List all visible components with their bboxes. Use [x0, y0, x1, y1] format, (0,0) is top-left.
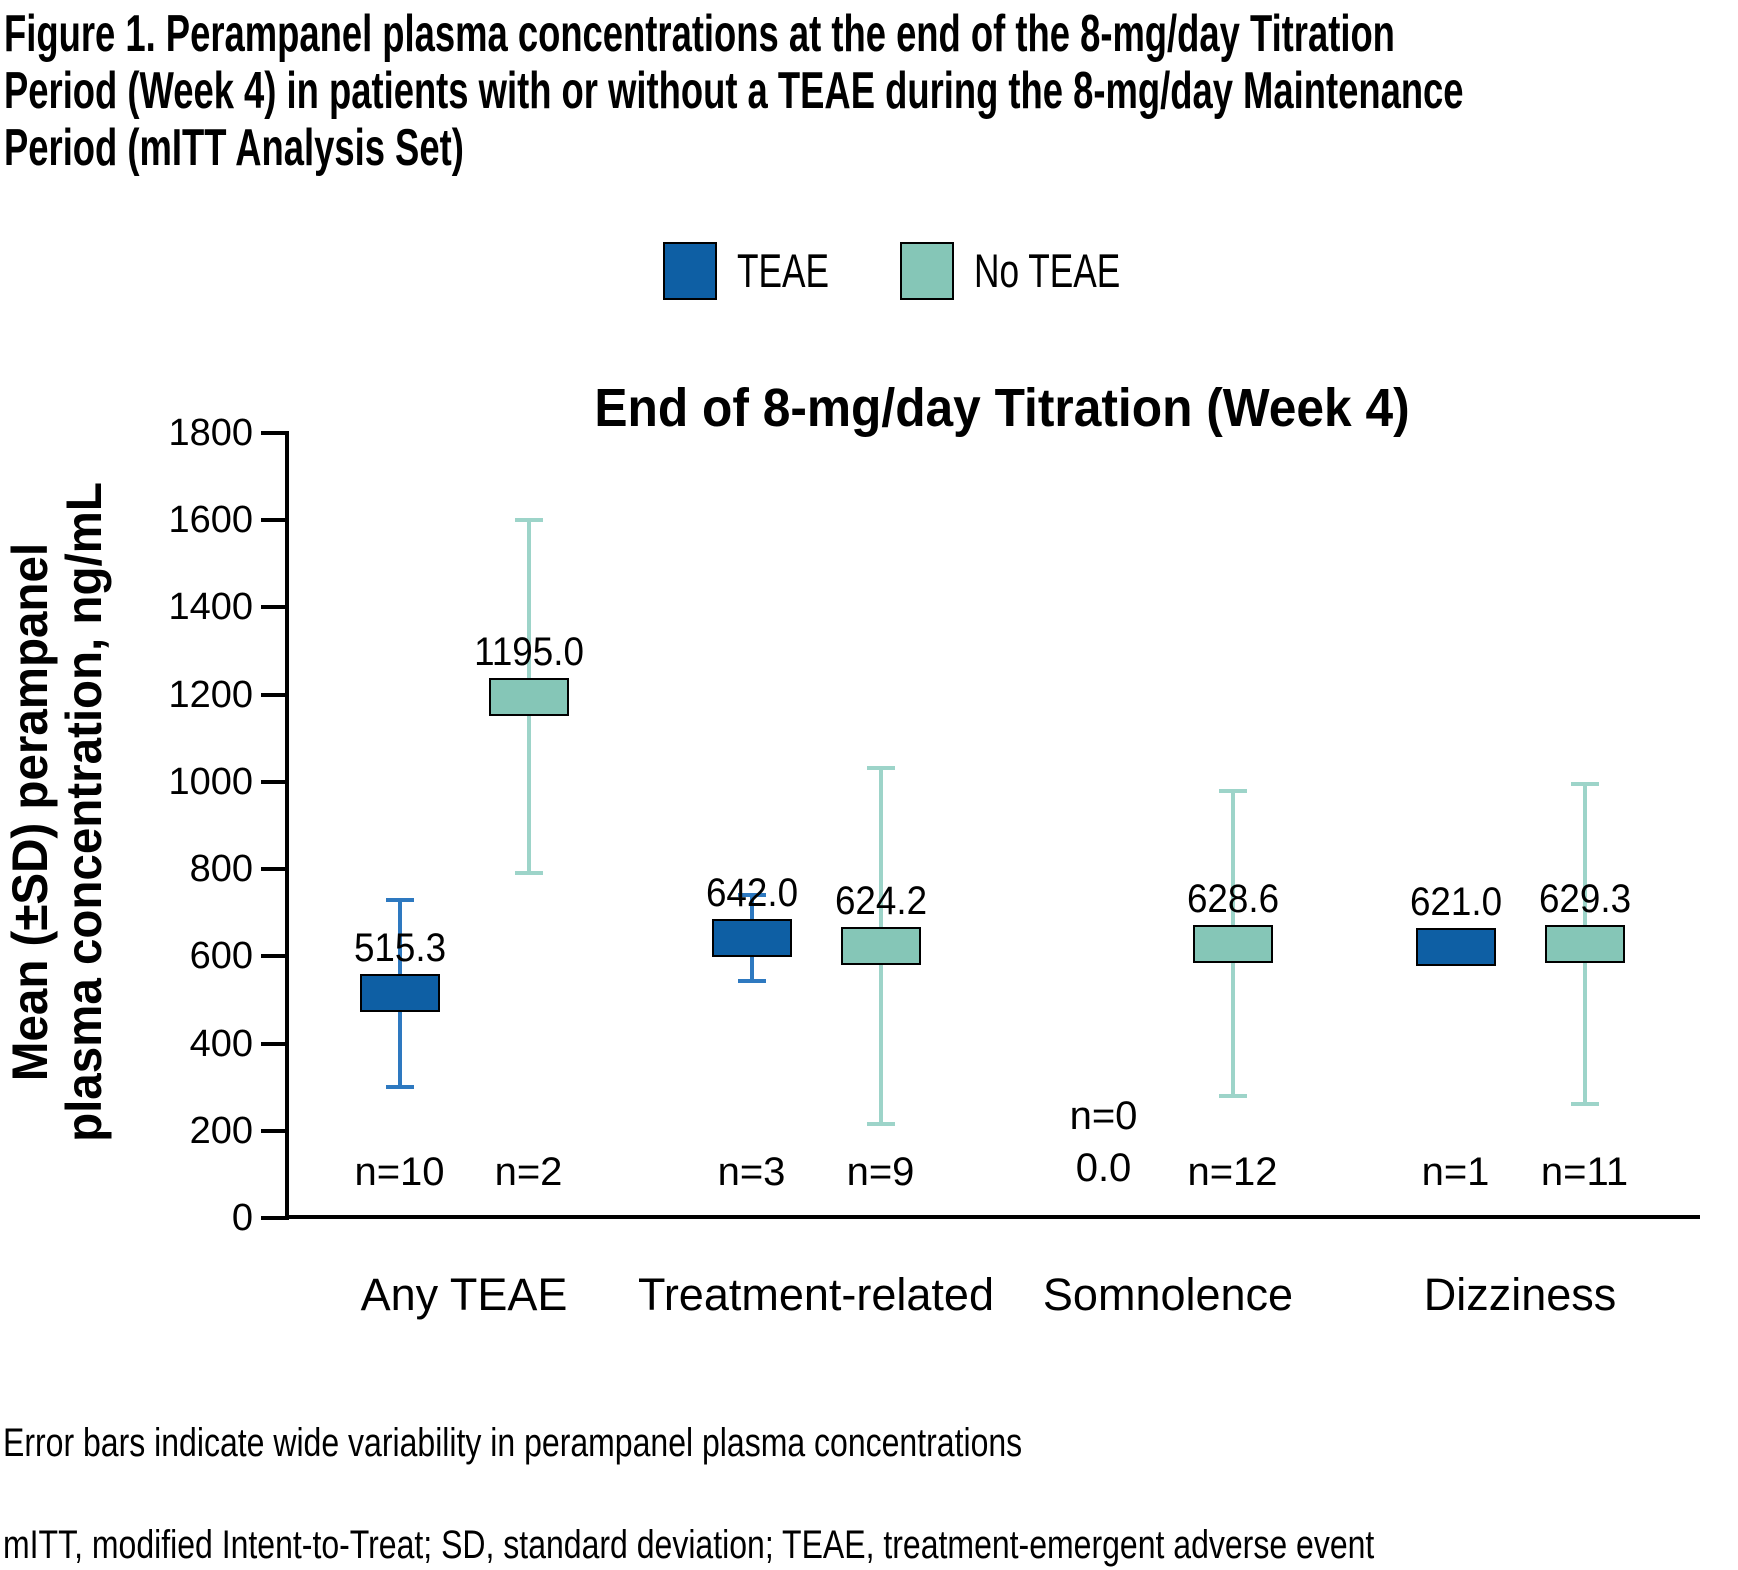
n-label: n=12	[1187, 1150, 1278, 1194]
y-tick-label: 1200	[168, 673, 253, 716]
y-tick-label: 400	[189, 1022, 253, 1065]
y-tick-label: 1600	[168, 499, 253, 542]
error-bar-cap	[1570, 1101, 1599, 1106]
y-tick	[261, 692, 285, 697]
y-tick	[261, 779, 285, 784]
n-label: n=10	[354, 1150, 445, 1194]
y-tick-label: 600	[189, 935, 253, 978]
error-bar-cap	[514, 518, 543, 523]
n-label: n=2	[494, 1150, 563, 1194]
error-bar-cap	[514, 871, 543, 876]
error-bar-cap	[866, 765, 895, 770]
error-bar-cap	[737, 978, 766, 983]
mean-box	[711, 919, 792, 958]
error-bar-cap	[1218, 1094, 1247, 1099]
error-bar-cap	[1570, 781, 1599, 786]
value-label: 628.6	[1186, 876, 1279, 921]
value-label: 621.0	[1409, 880, 1502, 925]
y-tick	[261, 1216, 285, 1220]
mean-box	[359, 974, 440, 1013]
n-label: n=1	[1421, 1150, 1490, 1194]
n-label: n=0	[1069, 1094, 1138, 1138]
x-axis-line	[285, 1215, 1700, 1219]
y-tick	[261, 867, 285, 872]
value-label: 624.2	[834, 878, 927, 923]
mean-box	[1192, 924, 1273, 963]
value-label: 1195.0	[473, 629, 584, 674]
y-tick	[261, 1128, 285, 1133]
category-label: Any TEAE	[360, 1269, 568, 1320]
error-bar-cap	[385, 1085, 414, 1090]
category-label: Somnolence	[1042, 1269, 1294, 1320]
y-tick-label: 1400	[168, 586, 253, 629]
y-tick-label: 800	[189, 848, 253, 891]
error-bar-cap	[1218, 789, 1247, 794]
error-bar-cap	[866, 1121, 895, 1126]
n-label: n=3	[717, 1150, 786, 1194]
y-tick-label: 200	[189, 1109, 253, 1152]
mean-box	[1544, 924, 1625, 963]
legend-label-teae: TEAE	[737, 244, 830, 297]
y-tick	[261, 518, 285, 523]
mean-box	[840, 926, 921, 965]
legend-item-teae: TEAE	[663, 242, 860, 300]
n-label: n=11	[1540, 1150, 1629, 1194]
chart-title: End of 8-mg/day Titration (Week 4)	[594, 378, 1410, 438]
category-label: Dizziness	[1423, 1269, 1617, 1320]
y-axis-line	[285, 431, 289, 1220]
figure-title-line-2: Period (Week 4) in patients with or with…	[4, 62, 1464, 120]
legend-swatch-no-teae-icon	[900, 242, 954, 300]
error-bar-cap	[737, 893, 766, 898]
category-label: Treatment-related	[638, 1269, 994, 1320]
y-tick-label: 0	[231, 1197, 253, 1239]
error-bar-cap	[385, 897, 414, 902]
y-tick	[261, 954, 285, 959]
y-tick-label: 1000	[168, 760, 253, 803]
footnote-errorbars: Error bars indicate wide variability in …	[3, 1421, 1023, 1465]
figure-title-line-3: Period (mITT Analysis Set)	[4, 119, 464, 177]
y-tick-label: 1800	[168, 412, 253, 454]
value-label: 629.3	[1538, 876, 1631, 921]
value-label: 642.0	[705, 871, 798, 916]
figure-title: Figure 1. Perampanel plasma concentratio…	[4, 6, 1464, 177]
value-label: 515.3	[353, 926, 446, 971]
mean-box	[488, 677, 569, 716]
n-label: n=9	[846, 1150, 915, 1194]
y-tick	[261, 1041, 285, 1046]
figure-title-line-1: Figure 1. Perampanel plasma concentratio…	[4, 5, 1395, 63]
mean-box	[1415, 928, 1496, 967]
value-label: 0.0	[1075, 1146, 1132, 1190]
legend-swatch-teae-icon	[663, 242, 717, 300]
legend-item-no-teae: No TEAE	[900, 242, 1169, 300]
y-tick	[261, 605, 285, 610]
footnote-abbreviations: mITT, modified Intent-to-Treat; SD, stan…	[3, 1523, 1375, 1567]
y-tick	[261, 431, 285, 435]
legend-label-no-teae: No TEAE	[974, 244, 1121, 297]
